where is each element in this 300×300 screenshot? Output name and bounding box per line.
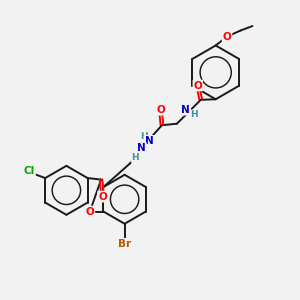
Text: N: N (137, 143, 146, 153)
Text: H: H (131, 153, 139, 162)
Text: Br: Br (118, 239, 131, 249)
Text: H: H (190, 110, 198, 119)
Text: O: O (156, 105, 165, 115)
Text: N: N (182, 105, 190, 115)
Text: O: O (85, 206, 94, 217)
Text: O: O (98, 192, 107, 202)
Text: O: O (194, 80, 202, 91)
Text: H: H (140, 132, 148, 141)
Text: Cl: Cl (24, 166, 35, 176)
Text: N: N (145, 136, 154, 146)
Text: O: O (223, 32, 231, 41)
